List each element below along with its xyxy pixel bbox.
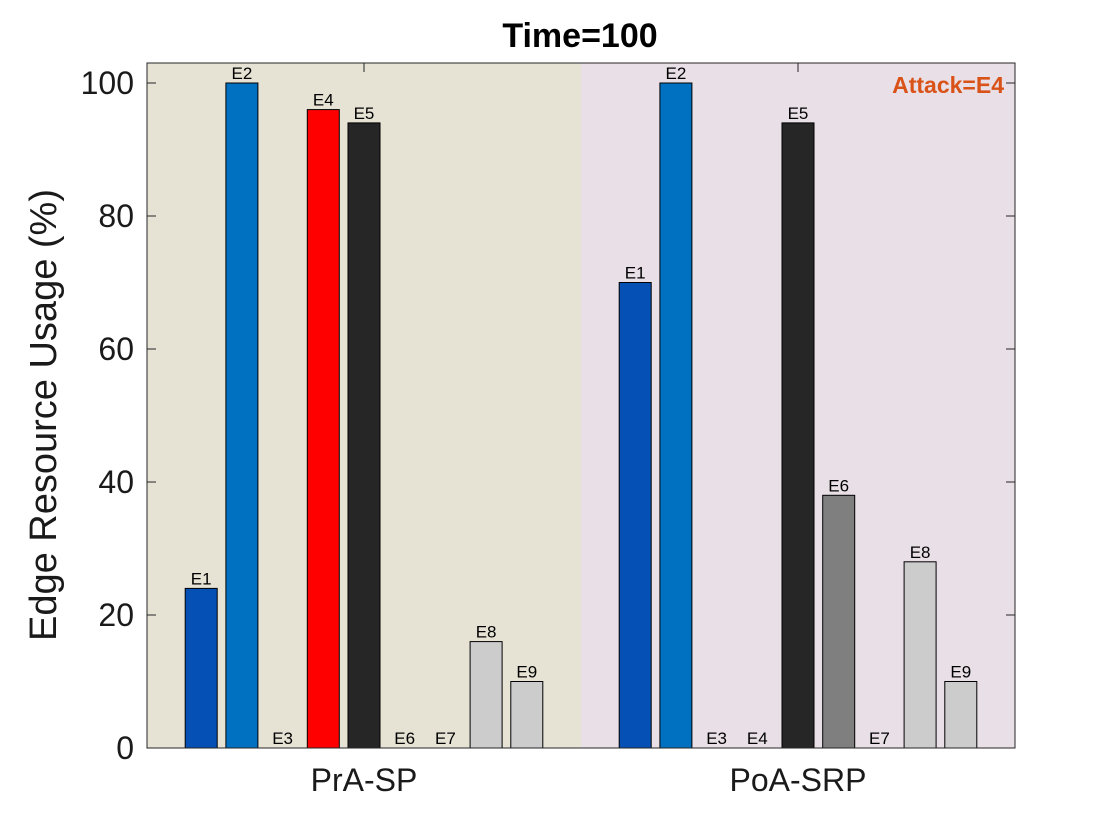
- y-tick-label-40: 40: [98, 464, 134, 500]
- bar-0-e1: [184, 587, 218, 749]
- bar-label-0-e4: E4: [313, 91, 334, 110]
- bar-1-e6: [822, 494, 856, 749]
- bar-label-0-e7: E7: [435, 729, 456, 748]
- bar-label-0-e6: E6: [394, 729, 415, 748]
- bars: [184, 82, 978, 749]
- bar-1-e8: [903, 561, 937, 749]
- bar-0-e9: [510, 681, 544, 749]
- bar-label-0-e8: E8: [476, 623, 497, 642]
- bar-label-1-e2: E2: [666, 64, 687, 83]
- bar-label-1-e8: E8: [910, 543, 931, 562]
- y-tick-label-100: 100: [81, 65, 134, 101]
- attack-annotation: Attack=E4: [892, 72, 1004, 98]
- bar-0-e2: [225, 82, 259, 749]
- bar-label-0-e3: E3: [272, 729, 293, 748]
- bar-1-e9: [944, 681, 978, 749]
- group-backgrounds: [147, 63, 1015, 748]
- bar-1-e5: [781, 122, 815, 749]
- bar-labels: E1 E2 E3 E4 E5 E6 E7 E8 E9 E1 E2 E3 E4 E5 E6 E7 E8 E9: [191, 64, 971, 748]
- bar-label-1-e9: E9: [950, 663, 971, 682]
- x-tick-label-1: PoA-SRP: [730, 762, 867, 798]
- bar-label-1-e6: E6: [828, 476, 849, 495]
- bar-label-1-e7: E7: [869, 729, 890, 748]
- bar-1-e2: [659, 82, 693, 749]
- bar-0-e5: [347, 122, 381, 749]
- bar-0-e4: [306, 109, 340, 749]
- x-tick-label-0: PrA-SP: [311, 762, 418, 798]
- bar-label-0-e2: E2: [232, 64, 253, 83]
- chart-title: Time=100: [502, 17, 657, 55]
- bar-label-0-e9: E9: [516, 663, 537, 682]
- bar-label-0-e1: E1: [191, 569, 212, 588]
- y-tick-label-80: 80: [98, 198, 134, 234]
- y-axis-label: Edge Resource Usage (%): [23, 189, 65, 641]
- axes: PrA-SP PoA-SRP 0 20 40 60 80 100: [81, 62, 1016, 798]
- y-tick-label-20: 20: [98, 597, 134, 633]
- axes-box: [146, 62, 1016, 749]
- bar-label-1-e5: E5: [788, 104, 809, 123]
- y-tick-label-0: 0: [116, 730, 134, 766]
- bar-0-e8: [469, 641, 503, 749]
- bar-1-e1: [618, 282, 652, 749]
- bar-label-1-e3: E3: [706, 729, 727, 748]
- bar-label-0-e5: E5: [354, 104, 375, 123]
- bar-label-1-e1: E1: [625, 264, 646, 283]
- y-tick-label-60: 60: [98, 331, 134, 367]
- bar-label-1-e4: E4: [747, 729, 768, 748]
